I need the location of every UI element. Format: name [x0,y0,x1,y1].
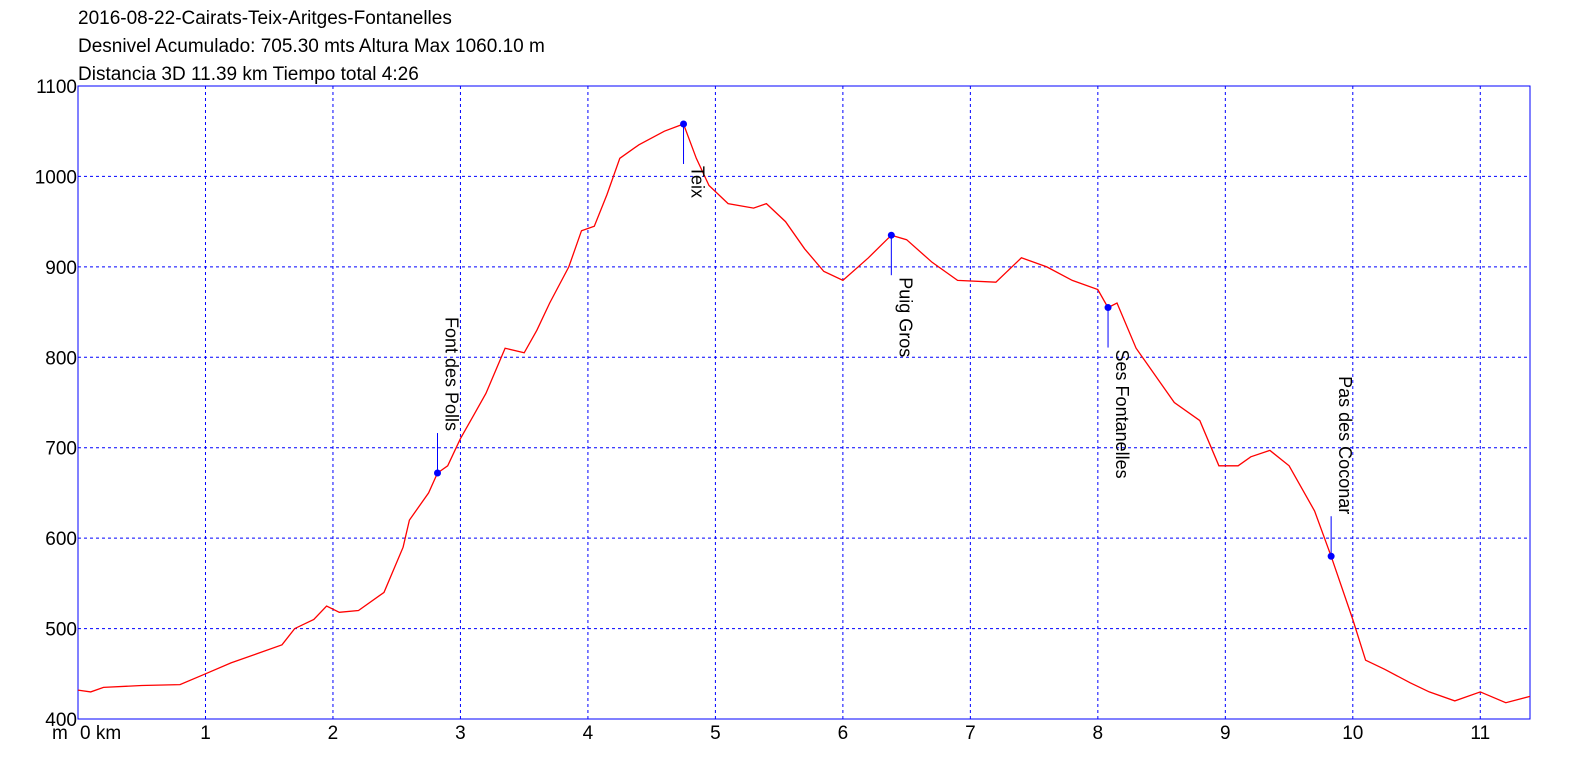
x-tick-label: 10 [1342,723,1363,744]
x-tick-label: 11 [1470,723,1490,744]
waypoint-label: Teix [688,166,708,198]
y-tick-label: 800 [45,348,77,369]
x-tick-label: 8 [1093,723,1104,744]
x-tick-label: 5 [710,723,721,744]
waypoint-marker [1327,552,1335,560]
y-tick-label: 500 [45,620,77,641]
x-tick-label: 0 km [80,723,121,744]
y-tick-label: 600 [45,529,77,550]
y-axis-label: m [52,723,68,744]
waypoint-label: Pas des Coconar [1335,376,1355,514]
waypoint-label: Ses Fontanelles [1112,350,1132,479]
x-tick-label: 9 [1220,723,1231,744]
waypoint-marker [433,469,441,477]
x-tick-label: 6 [838,723,849,744]
x-tick-label: 3 [455,723,466,744]
waypoint-label: Font des Polls [441,317,461,431]
waypoint-label: Puig Gros [895,277,915,357]
y-tick-label: 400 [45,710,77,731]
x-tick-label: 2 [328,723,339,744]
chart-subtitle: Distancia 3D 11.39 km Tiempo total 4:26 [78,64,419,85]
chart-title: 2016-08-22-Cairats-Teix-Aritges-Fontanel… [78,8,452,29]
x-tick-label: 4 [583,723,594,744]
y-tick-label: 1000 [35,167,77,188]
elevation-line [77,123,1531,704]
x-tick-label: 1 [200,723,211,744]
y-tick-label: 1100 [36,77,77,98]
waypoint-marker [1104,304,1112,312]
chart-subtitle: Desnivel Acumulado: 705.30 mts Altura Ma… [78,36,545,57]
y-tick-label: 700 [45,439,77,460]
plot-border [77,85,1531,720]
y-tick-label: 900 [45,258,77,279]
x-tick-label: 7 [965,723,976,744]
waypoint-marker [887,231,895,239]
waypoint-marker [680,120,688,128]
